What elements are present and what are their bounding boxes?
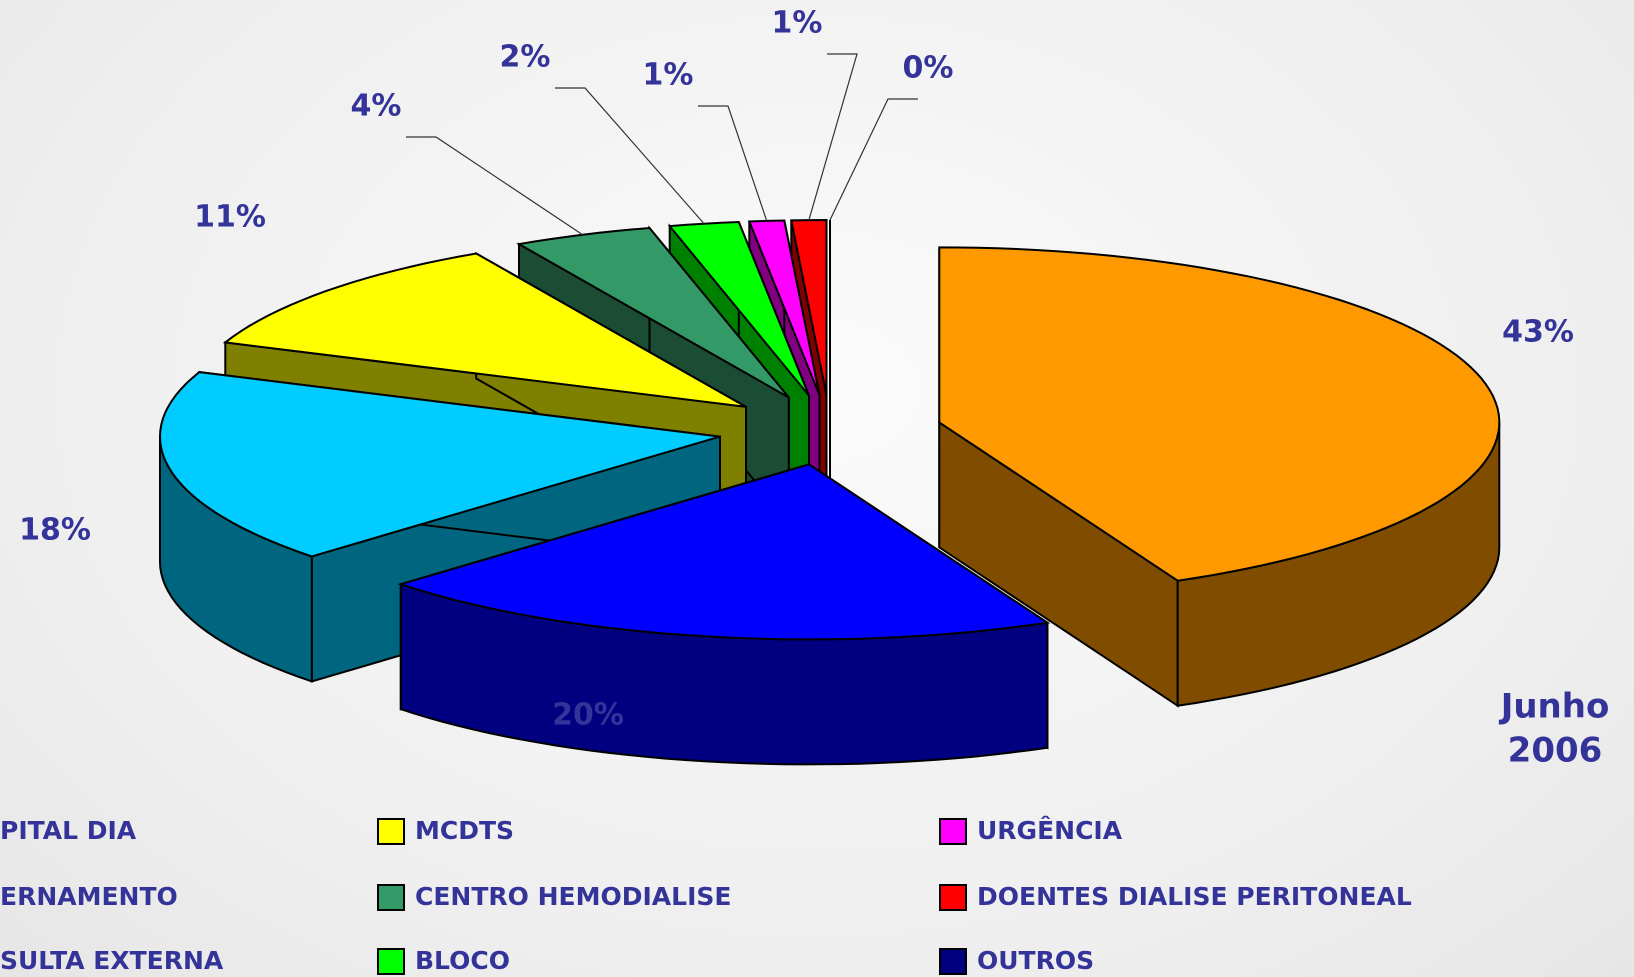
legend-swatch (377, 884, 405, 911)
slice (397, 463, 1051, 641)
legend-label: OUTROS (977, 946, 1094, 975)
data-label: 18% (19, 513, 91, 548)
legend-swatch (377, 818, 405, 845)
legend-swatch (939, 818, 967, 845)
data-label: 11% (194, 200, 266, 235)
leader-line (808, 53, 858, 221)
legend-swatch (377, 948, 405, 975)
legend-label: SULTA EXTERNA (0, 946, 224, 975)
data-label: 20% (552, 698, 624, 733)
legend-swatch (939, 884, 967, 911)
legend-label: ERNAMENTO (0, 882, 178, 911)
leader-line (555, 87, 705, 225)
legend-label: PITAL DIA (0, 816, 137, 845)
annotation: 2006 (1508, 731, 1603, 771)
leader-line (406, 136, 583, 236)
legend-label: DOENTES DIALISE PERITONEAL (977, 882, 1412, 911)
data-label: 43% (1502, 315, 1574, 350)
data-label: 2% (500, 40, 551, 75)
data-label: 4% (351, 89, 402, 124)
legend-label: BLOCO (415, 946, 510, 975)
legend-label: CENTRO HEMODIALISE (415, 882, 731, 911)
legend-swatch (939, 948, 967, 975)
data-label: 1% (772, 6, 823, 41)
slice (938, 246, 1501, 582)
legend-label: URGÊNCIA (977, 816, 1123, 845)
slice (222, 252, 747, 408)
data-label: 1% (643, 58, 694, 93)
annotation: Junho (1499, 687, 1610, 727)
data-label: 0% (903, 51, 954, 86)
leader-line (829, 98, 918, 221)
leader-line (698, 105, 768, 222)
legend-label: MCDTS (415, 816, 514, 845)
slice (158, 371, 721, 558)
